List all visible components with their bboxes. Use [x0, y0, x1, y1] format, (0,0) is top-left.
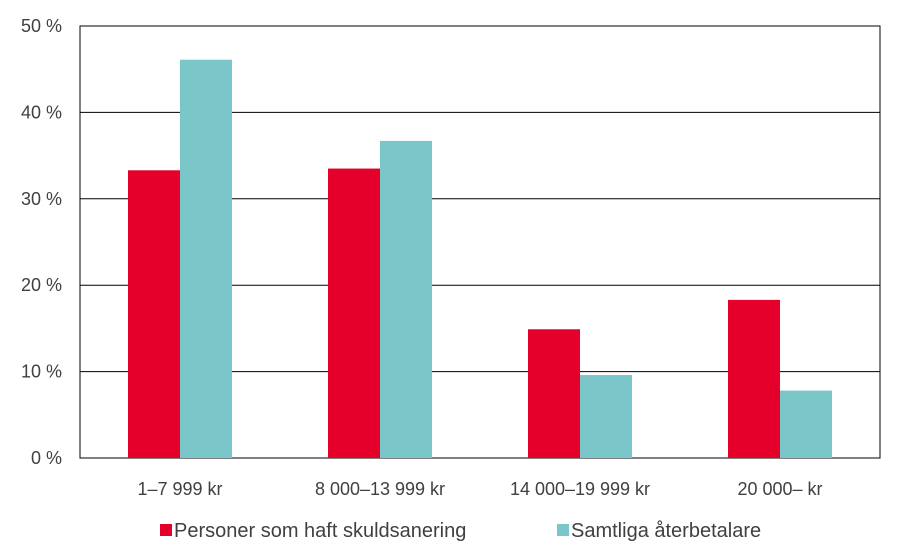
- x-tick-label: 14 000–19 999 kr: [510, 479, 650, 499]
- bar-skuldsanering-3: [728, 299, 780, 458]
- axes: 0 % 10 % 20 % 30 % 40 % 50 % 1–7 999 kr 8 000–1…: [21, 16, 823, 499]
- bar-samtliga-2: [580, 375, 632, 458]
- legend-label-samtliga: Samtliga återbetalare: [571, 520, 761, 542]
- x-tick-label: 1–7 999 kr: [137, 479, 222, 499]
- x-tick-label: 8 000–13 999 kr: [315, 479, 445, 499]
- bar-samtliga-0: [180, 59, 232, 459]
- bar-skuldsanering-2: [528, 329, 580, 458]
- x-tick-label: 20 000– kr: [737, 479, 822, 499]
- legend: Personer som haft skuldsanering Samtliga …: [160, 520, 761, 542]
- y-tick-label: 10 %: [21, 362, 62, 382]
- y-tick-label: 0 %: [31, 448, 62, 468]
- bars: [128, 59, 832, 459]
- y-tick-label: 30 %: [21, 189, 62, 209]
- bar-skuldsanering-1: [328, 168, 380, 458]
- bar-samtliga-3: [780, 390, 832, 458]
- bar-skuldsanering-0: [128, 170, 180, 458]
- y-tick-label: 50 %: [21, 16, 62, 36]
- legend-swatch-samtliga: [557, 524, 569, 536]
- y-tick-label: 40 %: [21, 102, 62, 122]
- y-tick-label: 20 %: [21, 275, 62, 295]
- legend-label-skuldsanering: Personer som haft skuldsanering: [174, 520, 466, 542]
- bar-samtliga-1: [380, 140, 432, 459]
- legend-swatch-skuldsanering: [160, 524, 172, 536]
